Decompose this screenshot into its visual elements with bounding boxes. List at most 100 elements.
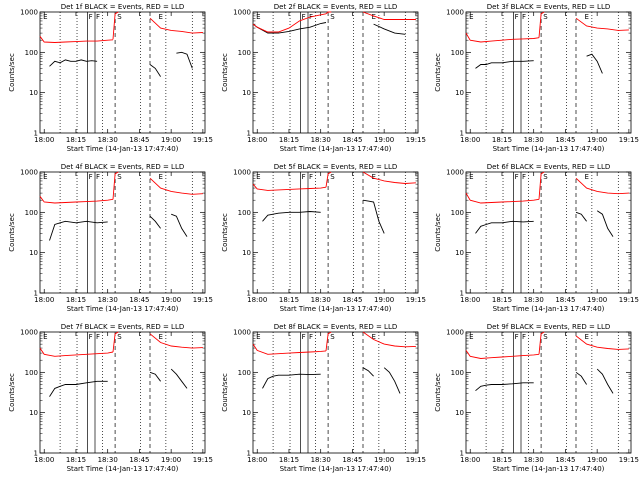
series-line — [383, 367, 401, 394]
x-axis-label: Start Time (14-Jan-13 17:47:40) — [67, 465, 179, 473]
interval-marker: F — [96, 333, 100, 341]
detector-panel: Det 7f BLACK = Events, RED = LLD 1 10 100 10… — [0, 320, 213, 480]
series-line — [362, 331, 416, 348]
detector-chart: Det 4f BLACK = Events, RED = LLD 1 10 100 10… — [8, 163, 213, 313]
y-tick-label: 100 — [25, 209, 38, 217]
x-tick-label: 18:00 — [460, 296, 480, 304]
x-tick-label: 19:00 — [374, 296, 394, 304]
interval-marker: E — [371, 173, 375, 181]
x-tick-label: 18:00 — [247, 456, 267, 464]
x-tick-label: 19:15 — [619, 296, 639, 304]
series-line — [262, 211, 321, 222]
series-line — [465, 350, 540, 359]
y-tick-label: 1 — [247, 130, 251, 138]
interval-marker: F — [89, 333, 93, 341]
y-tick-label: 10 — [29, 89, 38, 97]
interval-marker: F — [302, 13, 306, 21]
series-line — [475, 382, 534, 392]
x-tick-label: 18:15 — [279, 296, 299, 304]
x-tick-label: 19:00 — [587, 136, 607, 144]
interval-marker: S — [330, 173, 335, 181]
detector-chart: Det 6f BLACK = Events, RED = LLD 1 10 100 10… — [434, 163, 639, 313]
series-line — [575, 177, 629, 195]
series-line — [149, 371, 161, 382]
x-tick-label: 19:15 — [193, 456, 213, 464]
x-tick-label: 18:15 — [279, 456, 299, 464]
x-tick-label: 18:45 — [129, 136, 149, 144]
interval-marker: F — [522, 13, 526, 21]
interval-marker: S — [543, 333, 548, 341]
y-tick-label: 1000 — [20, 169, 38, 177]
x-tick-label: 18:30 — [524, 456, 544, 464]
y-tick-label: 10 — [29, 409, 38, 417]
interval-marker: S — [543, 13, 548, 21]
x-tick-label: 18:15 — [492, 296, 512, 304]
detector-chart: Det 3f BLACK = Events, RED = LLD 1 10 100 10… — [434, 3, 639, 153]
series-line — [149, 17, 203, 34]
plot-frame — [39, 11, 206, 134]
interval-marker: E — [43, 333, 47, 341]
series-line — [538, 331, 545, 355]
y-tick-label: 100 — [238, 369, 251, 377]
series-line — [149, 215, 161, 229]
interval-marker: E — [43, 13, 47, 21]
series-line — [325, 11, 332, 15]
interval-marker: S — [117, 333, 122, 341]
y-tick-label: 10 — [455, 249, 464, 257]
series-line — [149, 177, 203, 195]
detector-chart: Det 5f BLACK = Events, RED = LLD 1 10 100 10… — [221, 163, 426, 313]
interval-marker: E — [584, 13, 588, 21]
series-line — [149, 64, 161, 77]
x-axis-label: Start Time (14-Jan-13 17:47:40) — [280, 145, 392, 153]
interval-marker: E — [158, 333, 162, 341]
y-tick-label: 1000 — [446, 169, 464, 177]
x-tick-label: 19:15 — [193, 296, 213, 304]
plot-frame — [465, 331, 632, 454]
x-axis-label: Start Time (14-Jan-13 17:47:40) — [493, 465, 605, 473]
plot-frame — [465, 11, 632, 134]
y-axis-label: Counts/sec — [8, 373, 16, 412]
x-tick-label: 19:15 — [619, 456, 639, 464]
y-axis-label: Counts/sec — [221, 373, 229, 412]
interval-marker: S — [117, 13, 122, 21]
interval-marker: E — [469, 173, 473, 181]
y-tick-label: 1 — [460, 290, 464, 298]
series-line — [252, 343, 327, 355]
detector-panel: Det 2f BLACK = Events, RED = LLD 1 10 100 10… — [213, 0, 426, 160]
series-line — [362, 199, 385, 234]
x-tick-label: 18:15 — [492, 136, 512, 144]
series-line — [49, 380, 108, 397]
chart-title: Det 9f BLACK = Events, RED = LLD — [487, 323, 610, 331]
y-axis-label: Counts/sec — [434, 373, 442, 412]
interval-marker: S — [330, 13, 335, 21]
y-tick-label: 1000 — [446, 9, 464, 17]
y-tick-label: 10 — [242, 89, 251, 97]
y-axis-label: Counts/sec — [434, 213, 442, 252]
x-tick-label: 18:00 — [247, 136, 267, 144]
interval-marker: F — [522, 173, 526, 181]
interval-marker: E — [256, 13, 260, 21]
series-line — [465, 192, 540, 204]
y-tick-label: 10 — [455, 409, 464, 417]
interval-marker: F — [96, 173, 100, 181]
x-tick-label: 19:15 — [193, 136, 213, 144]
x-tick-label: 18:30 — [311, 456, 331, 464]
interval-marker: E — [469, 333, 473, 341]
y-tick-label: 1 — [460, 130, 464, 138]
series-line — [575, 371, 587, 385]
y-tick-label: 100 — [238, 209, 251, 217]
x-tick-label: 18:45 — [129, 296, 149, 304]
y-tick-label: 10 — [29, 249, 38, 257]
y-tick-label: 10 — [242, 409, 251, 417]
detector-panel: Det 5f BLACK = Events, RED = LLD 1 10 100 10… — [213, 160, 426, 320]
y-tick-label: 100 — [25, 369, 38, 377]
x-axis-label: Start Time (14-Jan-13 17:47:40) — [280, 465, 392, 473]
x-axis-label: Start Time (14-Jan-13 17:47:40) — [67, 305, 179, 313]
interval-marker: E — [158, 13, 162, 21]
series-line — [575, 211, 587, 222]
series-line — [149, 333, 203, 349]
plot-frame — [39, 331, 206, 454]
series-line — [39, 347, 114, 357]
x-tick-label: 18:45 — [342, 456, 362, 464]
series-line — [325, 331, 332, 351]
